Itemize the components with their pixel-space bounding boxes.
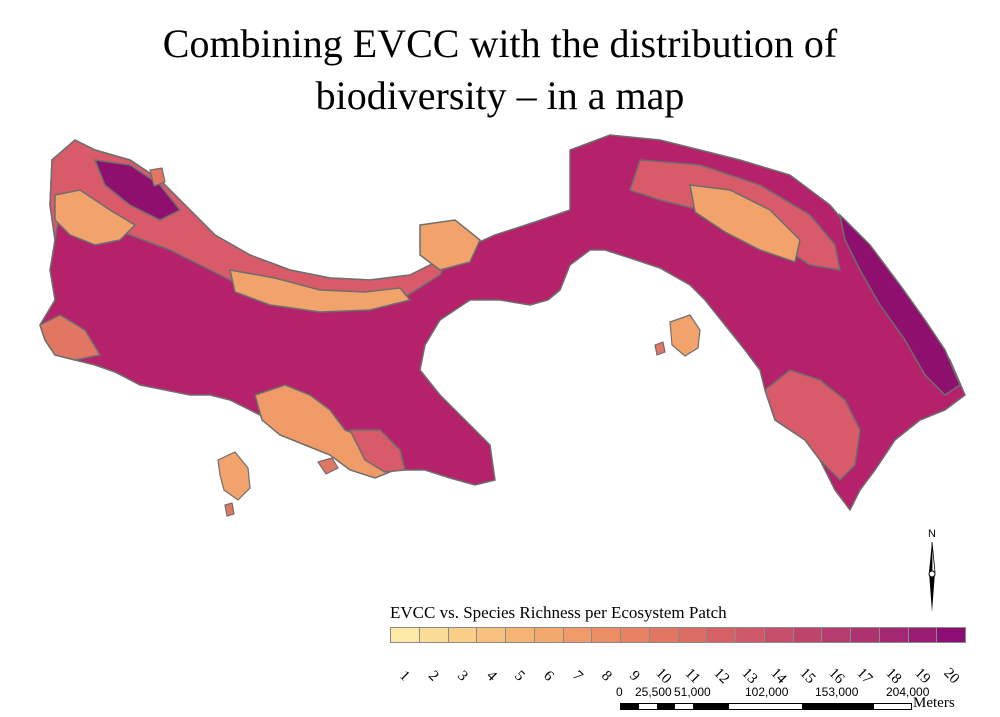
legend-swatch-12	[706, 627, 736, 643]
north-arrow: N	[922, 528, 942, 612]
scale-bar	[620, 703, 912, 710]
pearl-island	[669, 314, 701, 357]
scale-units: Meters	[913, 695, 955, 711]
darien-south	[764, 369, 861, 482]
small-island-1	[317, 457, 339, 475]
map-title: Combining EVCC with the distribution of …	[0, 18, 1000, 122]
legend-swatch-11	[677, 627, 708, 643]
isthmus-landmass	[39, 134, 966, 512]
legend-swatch-10	[648, 627, 679, 643]
legend-swatch-8	[591, 627, 621, 643]
legend-swatch-20	[936, 627, 966, 643]
darien-north-top	[838, 212, 961, 396]
coiba-island	[217, 451, 251, 501]
legend-swatch-9	[620, 627, 650, 643]
legend-swatch-7	[562, 627, 593, 643]
legend-swatch-3	[447, 627, 478, 643]
north-arrow-label: N	[928, 528, 936, 540]
scale-label: 102,000	[745, 685, 789, 699]
small-island-4	[224, 502, 235, 517]
legend-swatch-18	[878, 627, 909, 643]
orange-patch-west-1	[54, 189, 137, 246]
scale-segment	[638, 704, 657, 709]
legend-swatch-16	[821, 627, 851, 643]
legend-color-bar	[390, 627, 966, 643]
legend-swatch-5	[505, 627, 535, 643]
azuero-inner	[348, 429, 406, 473]
legend-swatch-14	[763, 627, 794, 643]
scale-segment	[874, 704, 911, 709]
islands	[149, 167, 701, 517]
legend-swatch-13	[735, 627, 765, 643]
scale-segment	[621, 704, 639, 709]
orange-patch-central	[419, 219, 481, 271]
small-island-2	[654, 341, 666, 356]
legend-swatch-15	[792, 627, 823, 643]
legend-swatch-19	[907, 627, 938, 643]
legend-swatch-17	[850, 627, 880, 643]
small-island-3	[149, 167, 166, 187]
southwest-coast-patch	[39, 314, 102, 361]
map-title-line-2: biodiversity – in a map	[315, 73, 685, 118]
scale-label: 204,000	[886, 685, 930, 699]
legend-title: EVCC vs. Species Richness per Ecosystem …	[390, 603, 727, 622]
legend-swatch-2	[418, 627, 449, 643]
scale-segment	[729, 704, 802, 709]
legend-swatch-6	[533, 627, 564, 643]
scale-segment	[656, 704, 675, 709]
eastern-orange-patch	[689, 184, 801, 263]
scale-segment	[801, 704, 875, 709]
scale-label: 51,000	[674, 685, 711, 699]
legend-swatch-4	[476, 627, 506, 643]
map-title-line-1: Combining EVCC with the distribution of	[162, 21, 838, 66]
north-arrow-icon	[928, 541, 936, 612]
scale-label: 25,500	[635, 685, 672, 699]
orange-patch-west-2	[229, 269, 412, 313]
scale-label: 153,000	[815, 685, 859, 699]
northwest-top-patch	[93, 159, 182, 221]
scale-segment	[674, 704, 693, 709]
scale-segment	[692, 704, 730, 709]
legend-swatch-1	[390, 627, 420, 643]
scale-label: 0	[616, 685, 623, 699]
